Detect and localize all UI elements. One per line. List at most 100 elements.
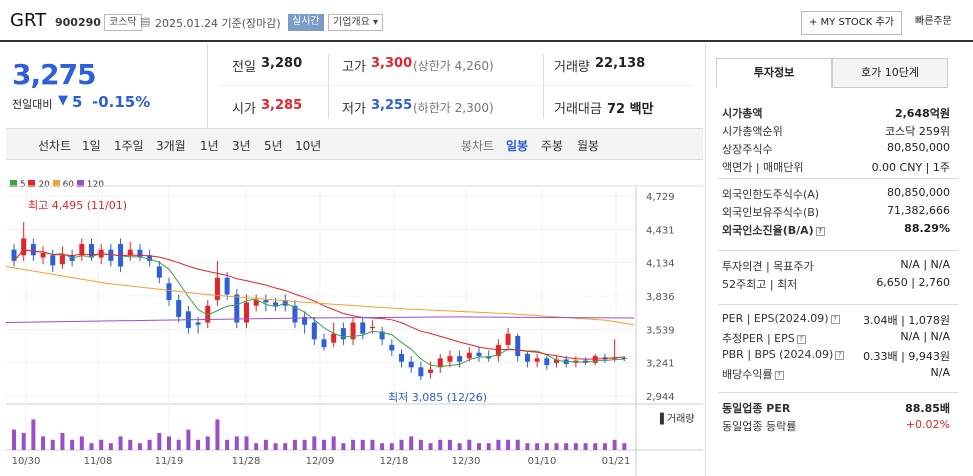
- candle-body: [360, 322, 366, 334]
- company-overview-dropdown[interactable]: 기업개요 ▾: [328, 14, 383, 31]
- tab-3year[interactable]: 3년: [232, 139, 251, 153]
- info-row: 외국인소진율(B/A)? 88.29%: [722, 222, 950, 240]
- tab-monthly[interactable]: 월봉: [577, 139, 600, 153]
- change-label: 전일대비: [12, 98, 53, 111]
- info-key: 동일업종 등락률: [722, 420, 797, 433]
- info-key: 외국인소진율(B/A)?: [722, 222, 825, 238]
- info-value: 88.85배: [905, 402, 950, 415]
- quick-order-button[interactable]: 빠른주문: [908, 11, 959, 35]
- low-label: 저가: [342, 102, 366, 117]
- tab-1week[interactable]: 1주일: [114, 139, 144, 153]
- volume-bar: [41, 436, 46, 450]
- help-icon[interactable]: ?: [830, 314, 840, 324]
- info-key: 투자의견 | 목표주가: [722, 260, 814, 273]
- volume-bar: [360, 439, 365, 450]
- volume-bar: [554, 443, 559, 450]
- tab-daily[interactable]: 일봉: [506, 139, 529, 153]
- candle-body: [350, 322, 356, 340]
- candle-body: [59, 255, 65, 265]
- candle-body: [21, 238, 27, 256]
- volume-bar: [302, 439, 307, 450]
- date-label: 2025.01.24 기준(장마감): [155, 17, 281, 30]
- tab-line-chart[interactable]: 선차트: [38, 139, 72, 153]
- high-label: 고가: [342, 60, 366, 75]
- x-tick-label: 10/30: [12, 456, 41, 467]
- tab-candle-chart[interactable]: 봉차트: [461, 139, 495, 153]
- candle-body: [457, 356, 463, 362]
- candle-body: [108, 249, 114, 261]
- tab-weekly[interactable]: 주봉: [541, 139, 564, 153]
- tab-investment-info[interactable]: 투자정보: [716, 58, 832, 88]
- help-icon[interactable]: ?: [796, 334, 806, 344]
- info-row: 추정PER | EPS? N/A | N/A: [722, 330, 950, 348]
- candle-body: [389, 344, 395, 351]
- realtime-button[interactable]: 실시간: [288, 14, 324, 31]
- calendar-icon: ▤: [140, 15, 151, 28]
- tab-1year[interactable]: 1년: [200, 139, 219, 153]
- volume-bar: [205, 436, 210, 450]
- volume-bar: [254, 443, 259, 450]
- ma60-line: [6, 265, 635, 326]
- candle-body: [234, 294, 240, 323]
- x-tick-label: 12/18: [380, 456, 409, 467]
- high-limit: (상한가 4,260): [413, 59, 494, 73]
- ma5-line: [13, 249, 625, 368]
- info-value: 80,850,000: [887, 186, 950, 199]
- x-tick-label: 01/10: [528, 456, 557, 467]
- volume-bar: [525, 443, 530, 450]
- candle-body: [399, 353, 404, 362]
- volume-bar: [496, 439, 501, 450]
- info-row: 52주최고 | 최저 6,650 | 2,760: [722, 276, 950, 294]
- volume-bar: [292, 439, 297, 450]
- candle-body: [369, 326, 375, 329]
- chart-canvas: 4,729 4,431 4,134 3,836 3,539 3,241 2,944 10/30…: [6, 185, 703, 476]
- volume-bar: [506, 439, 511, 450]
- volume-bar: [351, 439, 356, 450]
- info-row: 배당수익률? N/A: [722, 366, 950, 384]
- candle-body: [147, 255, 153, 261]
- volume-bar: [438, 439, 443, 450]
- volume-bar: [622, 443, 627, 450]
- volume-bar: [225, 439, 230, 450]
- help-icon[interactable]: ?: [835, 350, 845, 360]
- candle-body: [447, 356, 453, 362]
- candle-body: [534, 358, 540, 362]
- x-tick-label: 01/21: [602, 456, 631, 467]
- candle-body: [311, 322, 317, 340]
- volume-bar: [108, 443, 113, 450]
- volume-bar: [447, 439, 452, 450]
- y-tick-label: 3,539: [646, 325, 675, 336]
- tab-10year[interactable]: 10년: [295, 139, 322, 153]
- candle-body: [437, 358, 443, 368]
- y-tick-label: 4,134: [646, 259, 675, 270]
- my-stock-add-button[interactable]: + MY STOCK 추가: [801, 11, 902, 35]
- high-annotation: 최고 4,495 (11/01): [28, 199, 127, 212]
- x-tick-label: 12/30: [452, 456, 481, 467]
- help-icon[interactable]: ?: [774, 370, 784, 380]
- info-key: 외국인한도주식수(A): [722, 188, 820, 201]
- x-tick-label: 11/08: [84, 456, 113, 467]
- volume-bar: [263, 439, 268, 450]
- info-row: 외국인보유주식수(B) 71,382,666: [722, 204, 950, 222]
- volume-bar: [322, 439, 326, 450]
- tab-5year[interactable]: 5년: [264, 139, 283, 153]
- candle-body: [505, 333, 511, 345]
- candle-body: [79, 244, 85, 256]
- tab-3month[interactable]: 3개월: [156, 139, 186, 153]
- info-value: +0.02%: [905, 418, 950, 431]
- tab-1day[interactable]: 1일: [82, 139, 101, 153]
- open-value: 3,285: [261, 98, 303, 113]
- volume-bar: [457, 443, 462, 450]
- volume-value: 22,138: [595, 56, 646, 71]
- info-key: 추정PER | EPS?: [722, 330, 806, 346]
- low-limit: (하한가 2,300): [413, 101, 494, 115]
- candle-body: [466, 352, 472, 359]
- info-value: N/A | N/A: [900, 258, 950, 271]
- volume-bar: [583, 443, 588, 450]
- info-row: 동일업종 등락률 +0.02%: [722, 418, 950, 436]
- info-value: 코스닥 259위: [885, 125, 950, 138]
- tab-order-book[interactable]: 호가 10단계: [832, 58, 948, 88]
- info-row: 상장주식수 80,850,000: [722, 141, 950, 159]
- help-icon[interactable]: ?: [815, 226, 825, 236]
- info-row: 액면가 | 매매단위 0.00 CNY | 1주: [722, 159, 950, 177]
